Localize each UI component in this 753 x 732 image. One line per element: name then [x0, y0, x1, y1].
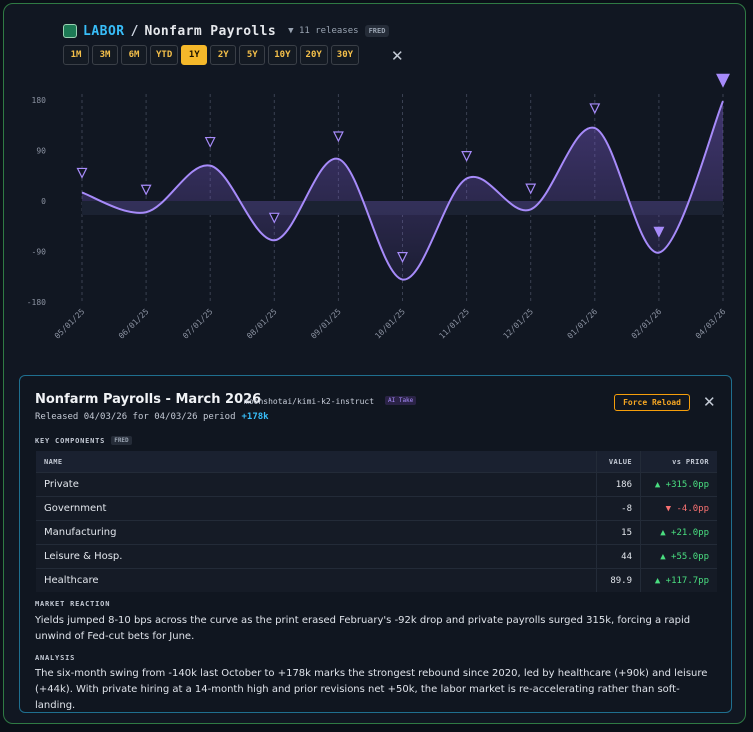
title-separator: / [130, 23, 139, 39]
force-reload-button[interactable]: Force Reload [614, 394, 690, 411]
x-tick-label: 07/01/25 [181, 307, 215, 341]
release-marker [589, 103, 601, 115]
component-value: 15 [596, 520, 641, 545]
category-label: LABOR [83, 23, 125, 39]
x-tick-label: 01/01/26 [566, 307, 600, 341]
key-components-label: KEY COMPONENTS [35, 436, 106, 445]
releases-dropdown[interactable]: ▼ 11 releases [288, 26, 359, 36]
x-tick-label: 02/01/26 [630, 307, 664, 341]
range-button-5y[interactable]: 5Y [239, 45, 266, 65]
y-tick-label: 90 [36, 147, 46, 156]
series-line [81, 100, 724, 281]
analysis-label: ANALYSIS [35, 654, 76, 662]
market-reaction-text: Yields jumped 8-10 bps across the curve … [35, 615, 691, 642]
component-value: -8 [596, 496, 641, 521]
market-reaction-label: MARKET REACTION [35, 600, 111, 608]
release-marker [525, 183, 537, 195]
key-components-source: FRED [111, 436, 132, 445]
y-tick-label: 0 [41, 197, 46, 206]
range-button-6m[interactable]: 6M [121, 45, 147, 65]
model-name: moonshotai/kimi-k2-instruct [244, 397, 375, 406]
headline-value: +178k [241, 412, 269, 422]
column-name[interactable]: NAME [36, 451, 597, 473]
x-tick-label: 09/01/25 [309, 307, 343, 341]
detail-card: Nonfarm Payrolls - March 2026 moonshotai… [19, 375, 732, 713]
y-tick-label: 180 [32, 96, 47, 105]
component-change: ▼ -4.0pp [640, 496, 717, 521]
table-row[interactable]: Government -8 ▼ -4.0pp [36, 496, 717, 521]
release-marker [332, 131, 344, 143]
component-name: Healthcare [36, 568, 597, 592]
main-panel: LABOR / Nonfarm Payrolls ▼ 11 releases F… [3, 3, 746, 724]
series-logo-icon [63, 24, 77, 38]
key-components-heading: KEY COMPONENTS FRED [35, 436, 132, 445]
table-header-row: NAME VALUE vs PRIOR [36, 451, 717, 473]
release-marker [653, 226, 665, 238]
ai-take-badge: AI Take [385, 396, 417, 405]
payrolls-chart: 180 90 0 -90 -180 05/01/25 06/01/25 07/01/25 08/… [27, 73, 730, 341]
release-marker [461, 151, 473, 162]
component-name: Manufacturing [36, 520, 597, 545]
release-marker [716, 73, 730, 88]
component-value: 186 [596, 472, 641, 497]
x-tick-label: 10/01/25 [373, 307, 407, 341]
y-tick-label: -90 [32, 248, 47, 257]
component-value: 44 [596, 544, 641, 569]
table-row[interactable]: Leisure & Hosp. 44 ▲ +55.0pp [36, 544, 717, 569]
close-chart-icon[interactable]: ✕ [391, 47, 404, 65]
range-button-20y[interactable]: 20Y [299, 45, 328, 65]
range-button-30y[interactable]: 30Y [330, 45, 360, 65]
analysis-text: The six-month swing from -140k last Octo… [35, 668, 708, 711]
range-button-3m[interactable]: 3M [92, 45, 118, 65]
close-detail-icon[interactable]: ✕ [703, 393, 716, 411]
column-vs-prior[interactable]: vs PRIOR [640, 451, 717, 473]
release-info: Released 04/03/26 for 04/03/26 period +17… [35, 412, 269, 422]
component-name: Government [36, 496, 597, 521]
range-button-2y[interactable]: 2Y [210, 45, 237, 65]
source-badge: FRED [364, 25, 390, 37]
component-name: Leisure & Hosp. [36, 544, 597, 569]
release-marker [76, 167, 88, 179]
component-name: Private [36, 472, 597, 497]
component-change: ▲ +21.0pp [640, 520, 717, 545]
component-change: ▲ +55.0pp [640, 544, 717, 569]
series-area [82, 101, 723, 280]
detail-title: Nonfarm Payrolls - March 2026 [35, 392, 262, 407]
release-marker [397, 252, 408, 263]
range-button-1y[interactable]: 1Y [181, 45, 208, 65]
range-button-1m[interactable]: 1M [63, 45, 89, 65]
column-value[interactable]: VALUE [596, 451, 641, 473]
range-button-ytd[interactable]: YTD [150, 45, 179, 65]
table-row[interactable]: Manufacturing 15 ▲ +21.0pp [36, 520, 717, 545]
component-change: ▲ +117.7pp [640, 568, 717, 592]
release-marker [268, 212, 280, 224]
component-change: ▲ +315.0pp [640, 472, 717, 497]
x-tick-label: 05/01/25 [53, 307, 87, 341]
component-value: 89.9 [596, 568, 641, 592]
table-row[interactable]: Private 186 ▲ +315.0pp [36, 472, 717, 497]
x-tick-label: 06/01/25 [117, 307, 151, 341]
range-selector: 1M 3M 6M YTD 1Y 2Y 5Y 10Y 20Y 30Y [63, 45, 360, 65]
release-marker [140, 184, 152, 196]
range-button-10y[interactable]: 10Y [268, 45, 297, 65]
table-row[interactable]: Healthcare 89.9 ▲ +117.7pp [36, 568, 717, 592]
x-tick-label: 11/01/25 [437, 307, 471, 341]
components-table: NAME VALUE vs PRIOR Private 186 ▲ +315.0pp… [36, 451, 717, 592]
release-text: Released 04/03/26 for 04/03/26 period [35, 412, 236, 422]
chart-header: LABOR / Nonfarm Payrolls ▼ 11 releases F… [63, 20, 390, 42]
release-marker [204, 136, 216, 148]
x-tick-label: 12/01/25 [502, 307, 536, 341]
x-tick-label: 08/01/25 [245, 307, 279, 341]
x-tick-label: 04/03/26 [694, 307, 728, 341]
y-tick-label: -180 [27, 298, 46, 307]
series-title: Nonfarm Payrolls [144, 23, 277, 39]
